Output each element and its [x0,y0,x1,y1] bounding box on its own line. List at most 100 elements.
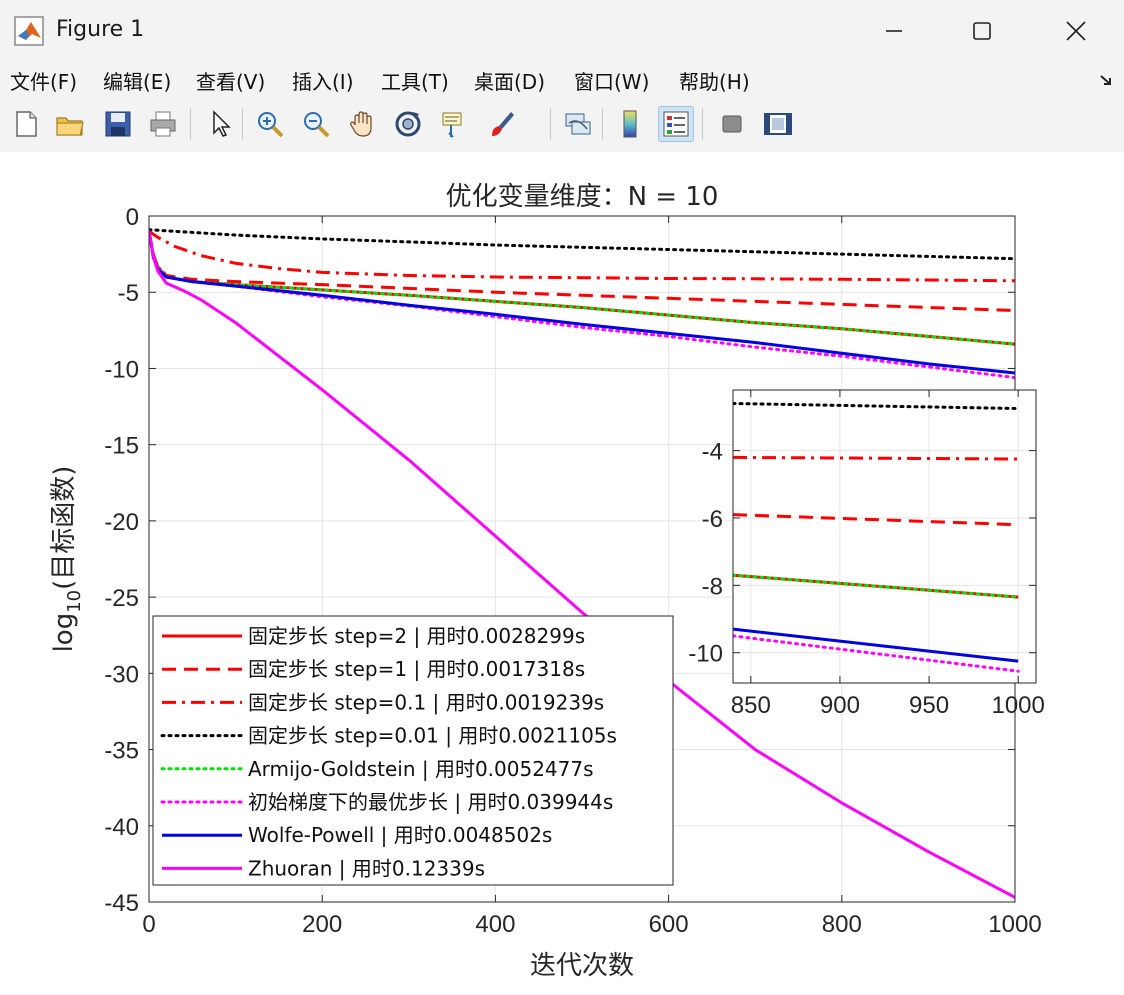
menu-view[interactable]: 查看(V) [196,70,266,94]
matlab-logo-icon [14,16,44,46]
y-axis-label-rest: (目标函数) [49,466,79,590]
new-figure-button[interactable] [8,106,44,142]
main-y-tick-label: -15 [104,433,139,460]
legend-entry-7: Zhuoran | 用时0.12339s [248,856,485,880]
menu-tools[interactable]: 工具(T) [381,70,449,94]
legend-entry-0: 固定步长 step=2 | 用时0.0028299s [248,624,585,648]
toolbar-separator [190,108,191,140]
hide-plot-tools-button[interactable] [714,106,750,142]
chart-title: 优化变量维度：N = 10 [446,182,719,212]
inset-series-line-3 [733,402,1020,410]
main-y-tick-label: -25 [104,585,139,612]
main-series-line-3 [149,228,1015,261]
save-button[interactable] [100,106,136,142]
main-series-line-2 [149,229,1015,283]
toolbar-separator [702,108,703,140]
inset-axes-frame [732,389,1037,684]
menu-desktop[interactable]: 桌面(D) [474,70,546,94]
menu-file[interactable]: 文件(F) [10,70,78,94]
toolbar-separator [550,108,551,140]
rotate-button[interactable] [390,106,426,142]
inset-series-line-5 [733,634,1020,673]
legend-icon [663,111,689,137]
title-bar: Figure 1 [0,0,1124,62]
main-y-tick-label: -45 [104,890,139,917]
dock-arrow-icon[interactable] [1098,72,1114,88]
link-plot-icon [565,113,591,135]
pan-hand-icon [350,111,372,137]
zoom-in-button[interactable] [252,106,288,142]
x-axis-label: 迭代次数 [530,951,634,981]
menu-insert[interactable]: 插入(I) [292,70,354,94]
main-series-line-1 [149,230,1015,312]
data-cursor-button[interactable] [436,106,472,142]
zoom-out-button[interactable] [298,106,334,142]
legend-entry-2: 固定步长 step=0.1 | 用时0.0019239s [248,690,604,714]
main-series-line-6 [149,230,1015,375]
inset-series-line-1 [733,513,1019,527]
close-button[interactable] [1030,0,1122,62]
legend[interactable]: 固定步长 step=2 | 用时0.0028299s 固定步长 step=1 | … [152,615,674,886]
toolbar-separator [242,108,243,140]
legend-button[interactable] [658,106,694,142]
menu-bar: 文件(F) 编辑(E) 查看(V) 插入(I) 工具(T) 桌面(D) 窗口(W… [0,62,1124,98]
main-series-group [149,228,1015,899]
inset-y-tick-label: -6 [702,506,723,533]
inset-grid [733,390,1036,683]
new-figure-icon [16,111,37,137]
inset-y-tick-label: -8 [702,573,723,600]
inset-series-line-2 [733,455,1019,461]
main-y-tick-label: 0 [126,204,139,231]
legend-entry-4: Armijo-Goldstein | 用时0.0052477s [248,757,594,781]
inset-x-tick-label: 850 [731,692,771,719]
window-title: Figure 1 [56,17,145,42]
pointer-button[interactable] [202,106,238,142]
pan-button[interactable] [344,106,380,142]
data-cursor-icon [442,112,462,138]
main-x-tick-label: 1000 [988,911,1041,938]
menu-help[interactable]: 帮助(H) [679,70,750,94]
open-button[interactable] [52,106,88,142]
inset-y-tick-label: -10 [688,641,723,668]
menu-edit[interactable]: 编辑(E) [103,70,172,94]
main-x-tick-label: 800 [822,911,862,938]
pointer-icon [213,110,231,137]
inset-x-tick-label: 900 [820,692,860,719]
link-plot-button[interactable] [560,106,596,142]
colorbar-button[interactable] [612,106,648,142]
main-x-tick-label: 200 [302,911,342,938]
y-axis-label: log10(目标函数) [49,466,85,653]
print-icon [150,111,176,137]
print-button[interactable] [145,106,181,142]
figure-canvas: 0 200 400 600 800 1000 0 -5 -10 -15 -20 -25 -30 -35 -4… [0,152,1124,995]
zoom-out-icon [304,112,330,138]
y-axis-label-base: log [49,613,79,653]
legend-entry-5: 初始梯度下的最优步长 | 用时0.039944s [248,790,613,814]
inset-series-group [733,402,1020,673]
main-y-tick-label: -30 [104,661,139,688]
zoom-in-icon [258,112,284,138]
brush-button[interactable] [484,106,520,142]
legend-entry-6: Wolfe-Powell | 用时0.0048502s [248,823,552,847]
chart[interactable]: 0 200 400 600 800 1000 0 -5 -10 -15 -20 -25 -30 -35 -4… [0,152,1124,995]
menu-window[interactable]: 窗口(W) [574,70,650,94]
inset-y-tick-label: -4 [702,439,723,466]
show-plot-tools-icon [764,113,792,135]
show-plot-tools-button[interactable] [760,106,796,142]
toolbar-separator [602,108,603,140]
legend-entry-3: 固定步长 step=0.01 | 用时0.0021105s [248,724,617,748]
save-icon [105,111,131,137]
y-axis-label-sub: 10 [64,590,85,613]
main-series-line-7 [149,230,1015,899]
toolbar [0,98,1124,226]
legend-box [152,615,674,886]
minimize-button[interactable] [848,0,940,62]
close-icon [1066,21,1086,41]
legend-entry-1: 固定步长 step=1 | 用时0.0017318s [248,657,585,681]
maximize-button[interactable] [936,0,1028,62]
main-y-tick-label: -5 [118,280,139,307]
inset-series-line-4 [733,573,1020,599]
inset-x-tick-label: 1000 [991,692,1044,719]
colorbar-icon [623,110,637,138]
main-x-tick-label: 600 [649,911,689,938]
